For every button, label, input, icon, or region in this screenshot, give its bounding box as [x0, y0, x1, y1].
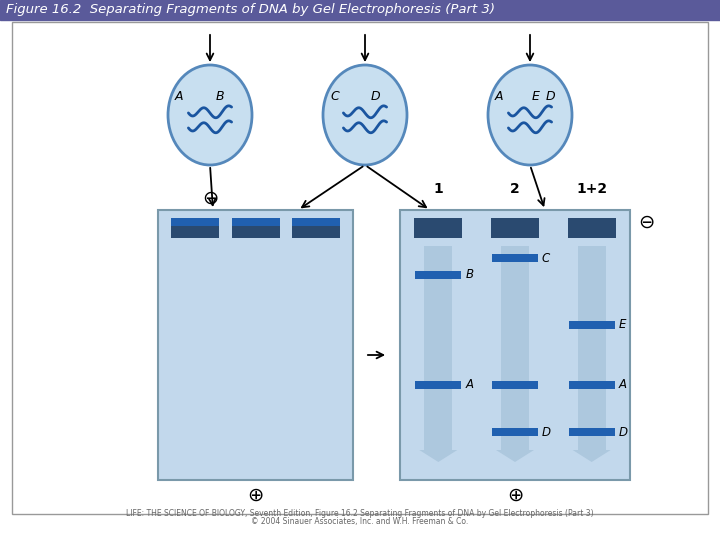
Bar	[292, 218, 341, 226]
Text: 1+2: 1+2	[576, 182, 607, 196]
Text: E: E	[618, 319, 626, 332]
Polygon shape	[419, 450, 457, 462]
Text: Figure 16.2  Separating Fragments of DNA by Gel Electrophoresis (Part 3): Figure 16.2 Separating Fragments of DNA …	[6, 3, 495, 17]
Ellipse shape	[168, 65, 252, 165]
Text: ⊕: ⊕	[247, 485, 264, 504]
Text: B: B	[465, 268, 473, 281]
Text: B: B	[216, 91, 225, 104]
Polygon shape	[572, 450, 611, 462]
Bar	[492, 381, 538, 389]
Bar	[569, 321, 615, 329]
Bar	[171, 218, 219, 238]
Text: E: E	[532, 91, 540, 104]
Text: A: A	[618, 379, 626, 392]
Bar	[171, 218, 219, 226]
Text: 2: 2	[510, 182, 520, 196]
Text: ⊖: ⊖	[202, 188, 218, 207]
Text: A: A	[175, 91, 184, 104]
Bar	[232, 218, 279, 226]
Bar	[414, 218, 462, 238]
Text: D: D	[546, 91, 556, 104]
Bar	[491, 218, 539, 238]
Bar	[292, 218, 341, 238]
Text: LIFE: THE SCIENCE OF BIOLOGY, Seventh Edition, Figure 16.2 Separating Fragments : LIFE: THE SCIENCE OF BIOLOGY, Seventh Ed…	[126, 509, 594, 518]
Bar	[569, 428, 615, 436]
Text: 1: 1	[433, 182, 444, 196]
Bar	[415, 271, 462, 279]
Bar	[232, 218, 279, 238]
Ellipse shape	[323, 65, 407, 165]
Ellipse shape	[488, 65, 572, 165]
Text: A: A	[495, 91, 503, 104]
Bar	[415, 381, 462, 389]
Text: A: A	[465, 379, 473, 392]
Text: ⊕: ⊕	[507, 485, 523, 504]
Text: ⊖: ⊖	[638, 213, 654, 232]
Bar	[492, 254, 538, 262]
Bar	[424, 246, 452, 450]
Text: D: D	[618, 426, 628, 438]
Bar	[492, 428, 538, 436]
Bar	[567, 218, 616, 238]
Text: © 2004 Sinauer Associates, Inc. and W.H. Freeman & Co.: © 2004 Sinauer Associates, Inc. and W.H.…	[251, 517, 469, 526]
Bar	[0, 0, 720, 20]
Polygon shape	[496, 450, 534, 462]
Bar	[501, 246, 529, 450]
Bar	[158, 210, 353, 480]
Bar	[569, 381, 615, 389]
Bar	[577, 246, 606, 450]
Text: C: C	[330, 91, 338, 104]
Text: C: C	[542, 252, 550, 265]
Text: D: D	[371, 91, 381, 104]
Text: D: D	[542, 426, 551, 438]
Bar	[400, 210, 630, 480]
